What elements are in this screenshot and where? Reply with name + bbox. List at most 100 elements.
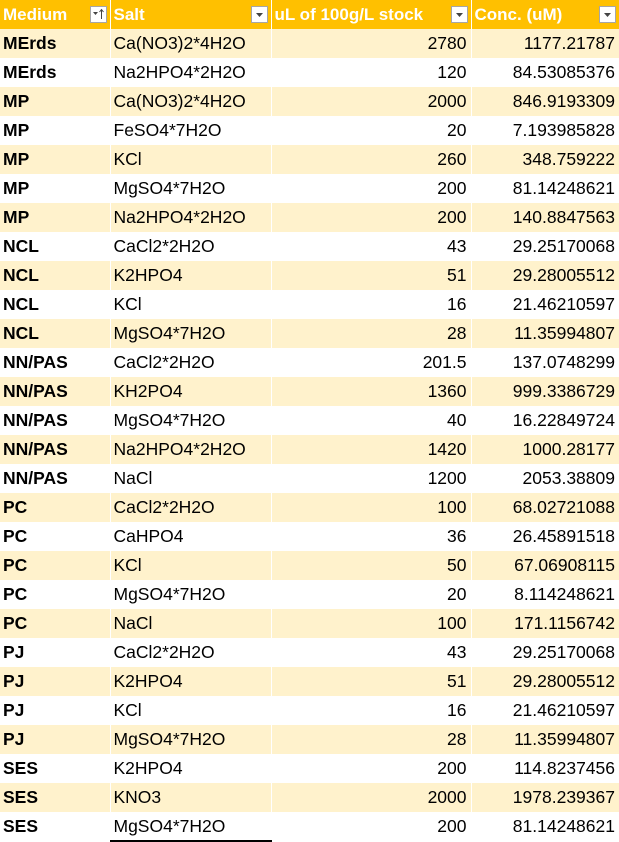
- cell-ul-stock[interactable]: 20: [271, 116, 472, 145]
- cell-conc[interactable]: 29.28005512: [471, 667, 619, 696]
- cell-salt[interactable]: MgSO4*7H2O: [110, 406, 272, 435]
- cell-salt[interactable]: K2HPO4: [110, 754, 272, 783]
- cell-salt[interactable]: MgSO4*7H2O: [110, 725, 272, 754]
- cell-salt[interactable]: CaCl2*2H2O: [110, 493, 272, 522]
- cell-conc[interactable]: 1978.239367: [471, 783, 619, 812]
- cell-salt[interactable]: CaCl2*2H2O: [110, 232, 272, 261]
- cell-ul-stock[interactable]: 16: [271, 696, 472, 725]
- cell-medium[interactable]: MP: [0, 203, 111, 232]
- cell-ul-stock[interactable]: 200: [271, 174, 472, 203]
- cell-conc[interactable]: 2053.38809: [471, 464, 619, 493]
- cell-conc[interactable]: 137.0748299: [471, 348, 619, 377]
- cell-ul-stock[interactable]: 1420: [271, 435, 472, 464]
- dropdown-filter-icon[interactable]: [599, 6, 616, 23]
- cell-medium[interactable]: NCL: [0, 261, 111, 290]
- cell-ul-stock[interactable]: 200: [271, 754, 472, 783]
- cell-conc[interactable]: 140.8847563: [471, 203, 619, 232]
- cell-salt[interactable]: NaCl: [110, 464, 272, 493]
- cell-ul-stock[interactable]: 2000: [271, 783, 472, 812]
- cell-salt[interactable]: KCl: [110, 290, 272, 319]
- cell-salt[interactable]: CaCl2*2H2O: [110, 638, 272, 667]
- cell-medium[interactable]: PC: [0, 551, 111, 580]
- dropdown-filter-icon[interactable]: [250, 6, 268, 23]
- cell-conc[interactable]: 8.114248621: [471, 580, 619, 609]
- cell-salt[interactable]: Na2HPO4*2H2O: [110, 58, 272, 87]
- cell-medium[interactable]: NN/PAS: [0, 377, 111, 406]
- cell-conc[interactable]: 16.22849724: [471, 406, 619, 435]
- cell-medium[interactable]: MErds: [0, 29, 111, 58]
- column-header-medium[interactable]: Medium: [0, 0, 111, 29]
- cell-salt[interactable]: KNO3: [110, 783, 272, 812]
- cell-conc[interactable]: 68.02721088: [471, 493, 619, 522]
- cell-salt[interactable]: K2HPO4: [110, 261, 272, 290]
- cell-ul-stock[interactable]: 51: [271, 667, 472, 696]
- cell-salt[interactable]: KH2PO4: [110, 377, 272, 406]
- cell-ul-stock[interactable]: 28: [271, 319, 472, 348]
- cell-ul-stock[interactable]: 1200: [271, 464, 472, 493]
- cell-ul-stock[interactable]: 100: [271, 609, 472, 638]
- cell-conc[interactable]: 999.3386729: [471, 377, 619, 406]
- cell-conc[interactable]: 1000.28177: [471, 435, 619, 464]
- cell-ul-stock[interactable]: 50: [271, 551, 472, 580]
- cell-conc[interactable]: 81.14248621: [471, 174, 619, 203]
- cell-medium[interactable]: MP: [0, 145, 111, 174]
- cell-medium[interactable]: PJ: [0, 725, 111, 754]
- cell-medium[interactable]: PC: [0, 522, 111, 551]
- cell-ul-stock[interactable]: 260: [271, 145, 472, 174]
- cell-medium[interactable]: SES: [0, 754, 111, 783]
- column-header-salt[interactable]: Salt: [110, 0, 272, 29]
- column-header-ul-stock[interactable]: uL of 100g/L stock: [271, 0, 472, 29]
- cell-medium[interactable]: PJ: [0, 667, 111, 696]
- cell-medium[interactable]: MP: [0, 116, 111, 145]
- cell-salt[interactable]: CaCl2*2H2O: [110, 348, 272, 377]
- cell-salt[interactable]: MgSO4*7H2O: [110, 812, 272, 842]
- cell-medium[interactable]: MErds: [0, 58, 111, 87]
- cell-conc[interactable]: 21.46210597: [471, 290, 619, 319]
- cell-conc[interactable]: 26.45891518: [471, 522, 619, 551]
- cell-salt[interactable]: MgSO4*7H2O: [110, 319, 272, 348]
- sort-ascending-filter-icon[interactable]: [89, 6, 107, 23]
- cell-ul-stock[interactable]: 120: [271, 58, 472, 87]
- cell-conc[interactable]: 67.06908115: [471, 551, 619, 580]
- cell-conc[interactable]: 114.8237456: [471, 754, 619, 783]
- cell-ul-stock[interactable]: 43: [271, 232, 472, 261]
- cell-conc[interactable]: 1177.21787: [471, 29, 619, 58]
- cell-salt[interactable]: Na2HPO4*2H2O: [110, 203, 272, 232]
- cell-salt[interactable]: Na2HPO4*2H2O: [110, 435, 272, 464]
- cell-medium[interactable]: PJ: [0, 638, 111, 667]
- cell-ul-stock[interactable]: 201.5: [271, 348, 472, 377]
- cell-salt[interactable]: KCl: [110, 145, 272, 174]
- cell-conc[interactable]: 29.28005512: [471, 261, 619, 290]
- cell-ul-stock[interactable]: 200: [271, 812, 472, 841]
- cell-salt[interactable]: KCl: [110, 551, 272, 580]
- cell-medium[interactable]: NCL: [0, 232, 111, 261]
- cell-salt[interactable]: Ca(NO3)2*4H2O: [110, 87, 272, 116]
- cell-conc[interactable]: 29.25170068: [471, 232, 619, 261]
- cell-medium[interactable]: SES: [0, 783, 111, 812]
- cell-conc[interactable]: 348.759222: [471, 145, 619, 174]
- cell-salt[interactable]: Ca(NO3)2*4H2O: [110, 29, 272, 58]
- cell-conc[interactable]: 29.25170068: [471, 638, 619, 667]
- cell-conc[interactable]: 171.1156742: [471, 609, 619, 638]
- cell-medium[interactable]: PC: [0, 493, 111, 522]
- column-header-conc[interactable]: Conc. (uM): [471, 0, 619, 29]
- cell-salt[interactable]: NaCl: [110, 609, 272, 638]
- cell-conc[interactable]: 11.35994807: [471, 319, 619, 348]
- cell-ul-stock[interactable]: 100: [271, 493, 472, 522]
- cell-medium[interactable]: NN/PAS: [0, 406, 111, 435]
- cell-medium[interactable]: NCL: [0, 319, 111, 348]
- cell-conc[interactable]: 11.35994807: [471, 725, 619, 754]
- cell-salt[interactable]: KCl: [110, 696, 272, 725]
- cell-ul-stock[interactable]: 20: [271, 580, 472, 609]
- cell-ul-stock[interactable]: 43: [271, 638, 472, 667]
- cell-medium[interactable]: MP: [0, 87, 111, 116]
- cell-salt[interactable]: K2HPO4: [110, 667, 272, 696]
- cell-medium[interactable]: NN/PAS: [0, 464, 111, 493]
- cell-ul-stock[interactable]: 1360: [271, 377, 472, 406]
- cell-conc[interactable]: 846.9193309: [471, 87, 619, 116]
- cell-medium[interactable]: PJ: [0, 696, 111, 725]
- cell-conc[interactable]: 7.193985828: [471, 116, 619, 145]
- cell-conc[interactable]: 81.14248621: [471, 812, 619, 841]
- cell-medium[interactable]: PC: [0, 580, 111, 609]
- cell-medium[interactable]: NN/PAS: [0, 435, 111, 464]
